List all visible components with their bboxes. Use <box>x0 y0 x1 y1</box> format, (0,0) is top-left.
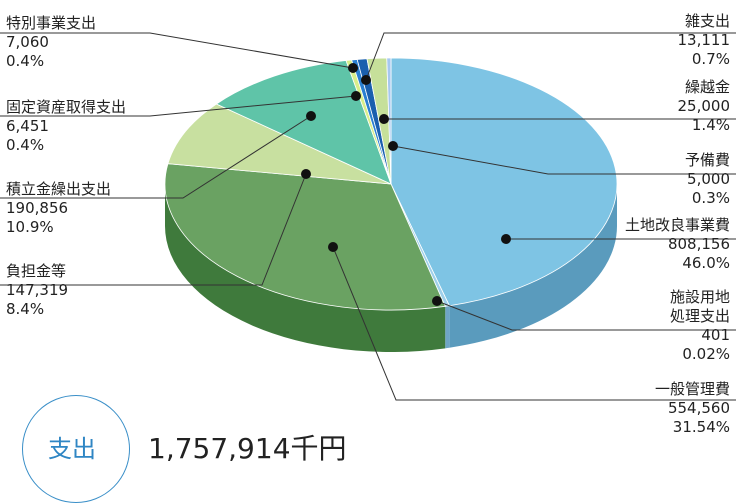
slice-percent: 0.7% <box>691 50 730 68</box>
slice-name: 積立金繰出支出 <box>6 180 112 198</box>
slice-name: 雑支出 <box>684 12 730 30</box>
leader-line-3 <box>0 173 307 286</box>
slice-percent: 31.54% <box>672 418 730 436</box>
slice-name: 土地改良事業費 <box>624 216 730 234</box>
slice-name: 繰越金 <box>684 78 730 96</box>
slice-3 <box>167 103 392 185</box>
slice-label: 施設用地 処理支出 401 0.02% <box>670 288 730 364</box>
leader-dot-1 <box>432 296 442 306</box>
slice-value: 190,856 <box>6 199 69 217</box>
slice-4 <box>215 60 392 185</box>
leader-dot-9 <box>388 141 398 151</box>
slice-value: 6,451 <box>6 117 49 135</box>
leader-dot-0 <box>501 234 511 244</box>
slice-percent: 46.0% <box>682 254 730 272</box>
slice-percent: 0.02% <box>682 345 730 363</box>
slice-name: 負担金等 <box>6 262 67 280</box>
leader-line-5 <box>0 95 357 117</box>
slice-2 <box>164 163 446 311</box>
leader-line-2 <box>332 246 736 401</box>
leader-line-1 <box>436 300 736 331</box>
slice-value: 554,560 <box>667 399 730 417</box>
slice-label: 固定資産取得支出 6,451 0.4% <box>6 98 126 155</box>
slice-percent: 8.4% <box>6 300 45 318</box>
slice-name: 一般管理費 <box>654 380 730 398</box>
leader-line-7 <box>365 32 736 81</box>
slice-label: 特別事業支出 7,060 0.4% <box>6 14 96 71</box>
leader-line-9 <box>392 145 736 175</box>
slice-label: 負担金等 147,319 8.4% <box>6 262 68 319</box>
slice-percent: 0.4% <box>6 52 45 70</box>
slice-percent: 1.4% <box>691 116 730 134</box>
slice-label: 積立金繰出支出 190,856 10.9% <box>6 180 111 237</box>
leader-line-6 <box>0 32 354 69</box>
slice-name: 固定資産取得支出 <box>6 98 127 116</box>
slice-side-0 <box>449 184 617 348</box>
leader-dot-2 <box>328 242 338 252</box>
slice-percent: 10.9% <box>6 218 54 236</box>
leader-dot-3 <box>301 169 311 179</box>
leader-dot-4 <box>306 111 316 121</box>
slice-name: 予備費 <box>684 151 730 169</box>
slice-value: 808,156 <box>667 235 730 253</box>
leader-dot-7 <box>361 75 371 85</box>
slice-name: 特別事業支出 <box>6 14 97 32</box>
slice-side-1 <box>445 305 450 349</box>
total-summary: 支出 1,757,914千円 <box>18 395 438 503</box>
slice-label: 予備費 5,000 0.3% <box>685 151 730 208</box>
slice-9 <box>386 57 392 185</box>
slice-label: 繰越金 25,000 1.4% <box>678 78 731 135</box>
leader-dot-5 <box>351 91 361 101</box>
total-label: 支出 <box>48 435 96 463</box>
slice-label: 一般管理費 554,560 31.54% <box>655 380 730 437</box>
leader-line-4 <box>0 115 312 199</box>
slice-label: 雑支出 13,111 0.7% <box>678 12 731 69</box>
leader-dot-8 <box>379 114 389 124</box>
slice-percent: 0.3% <box>691 189 730 207</box>
slice-value: 13,111 <box>677 31 731 49</box>
slice-label: 土地改良事業費 808,156 46.0% <box>625 216 730 273</box>
slice-value: 147,319 <box>6 281 69 299</box>
slice-value: 5,000 <box>687 170 730 188</box>
slice-value: 7,060 <box>6 33 49 51</box>
slice-percent: 0.4% <box>6 136 45 154</box>
slice-value: 25,000 <box>677 97 731 115</box>
leader-dot-6 <box>348 63 358 73</box>
pie-chart <box>0 32 736 401</box>
slice-value: 401 <box>701 326 730 344</box>
total-value: 1,757,914千円 <box>148 432 347 465</box>
slice-name: 施設用地 処理支出 <box>669 288 730 325</box>
slice-0 <box>390 57 618 307</box>
